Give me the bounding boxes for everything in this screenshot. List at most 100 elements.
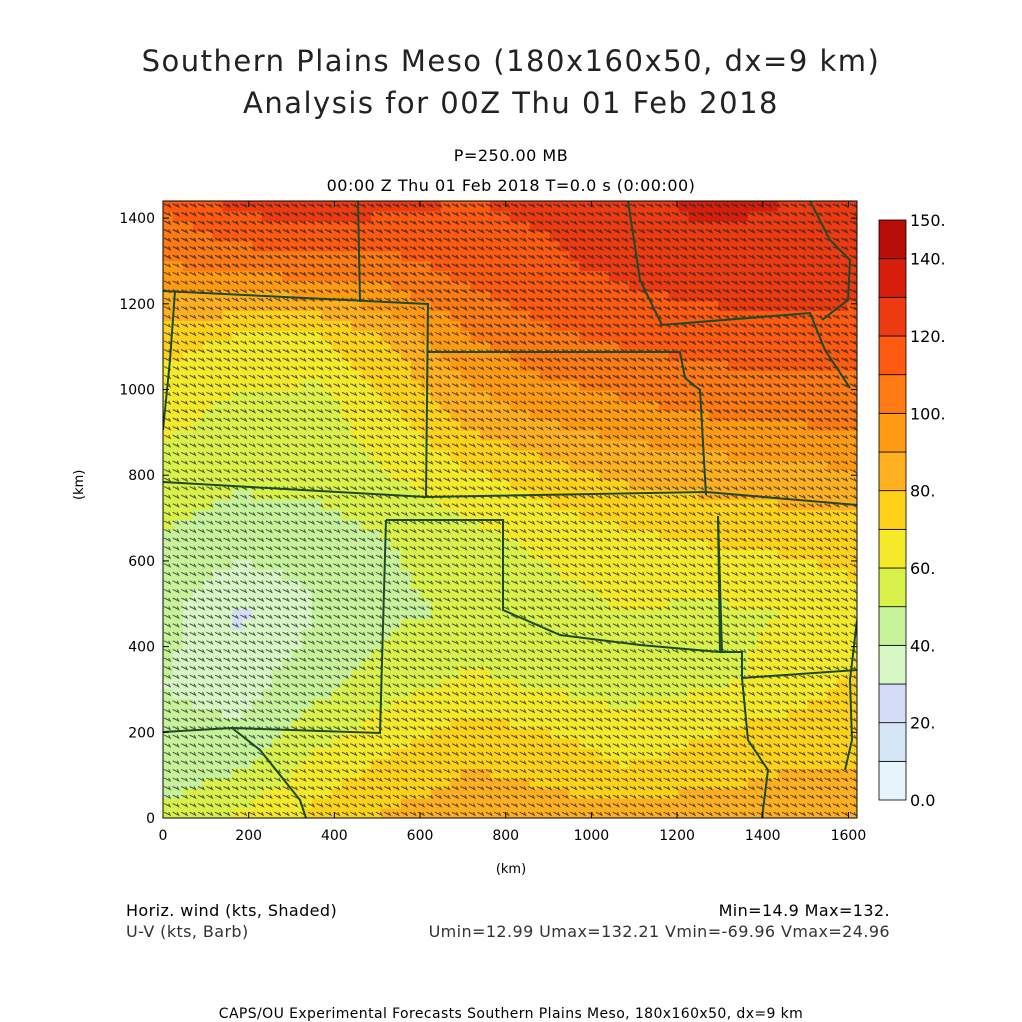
shade-cell [559,201,571,212]
shade-cell [440,628,452,640]
wind-barb [536,794,544,800]
shade-cell [202,270,214,282]
shade-cell [718,260,729,272]
shade-cell [420,390,432,401]
shade-cell [460,609,471,620]
shade-cell [163,330,174,341]
shade-cell [619,409,630,421]
wind-barb [510,777,519,783]
shade-cell [172,648,184,660]
shade-cell [192,230,204,242]
shade-cell [301,499,313,511]
wind-barb [502,794,510,800]
shade-cell [767,569,779,580]
shade-cell [510,479,521,491]
shade-cell [708,469,719,481]
shade-cell [807,330,818,341]
shade-cell [163,240,174,252]
wind-barb [637,803,646,808]
shade-cell [648,748,660,759]
shade-cell [529,718,541,730]
shade-cell [232,738,243,749]
shade-cell [708,668,719,680]
shade-cell [648,479,660,491]
shade-cell [440,390,452,401]
shade-cell [321,409,333,421]
shade-cell [222,290,233,302]
shade-cell [658,419,670,431]
shade-cell [728,290,739,302]
shade-cell [351,549,362,560]
shade-cell [192,618,204,630]
shade-cell [728,698,739,710]
shade-cell [450,400,462,411]
shade-cell [589,529,600,540]
shade-cell [163,419,174,431]
shade-cell [698,350,709,361]
wind-barb [832,777,840,783]
shade-cell [529,260,541,272]
shade-cell [847,360,857,371]
shade-cell [440,201,452,212]
shade-cell [619,668,630,680]
shade-cell [529,738,541,749]
shade-cell [500,409,511,421]
shade-cell [490,628,501,640]
shade-cell [291,668,303,680]
shade-cell [718,688,729,700]
shade-cell [738,798,749,809]
shade-cell [252,380,263,391]
shade-cell [777,768,789,779]
shade-cell [440,519,452,530]
shade-cell [410,589,422,600]
shade-cell [648,738,660,749]
shade-cell [757,439,769,451]
shade-cell [480,220,491,232]
shade-cell [192,449,204,461]
shade-cell [301,370,313,381]
shade-cell [232,409,243,421]
shade-cell [291,429,303,441]
shade-cell [728,529,739,540]
shade-cell [301,340,313,351]
shade-cell [619,758,630,769]
shade-cell [549,738,561,749]
wind-barb [824,751,832,757]
shade-cell [470,220,481,232]
wind-barb [426,751,434,757]
shade-cell [490,260,501,272]
shade-cell [658,648,670,660]
shade-cell [450,449,462,461]
shade-cell [232,360,243,371]
shade-cell [827,280,838,292]
shade-cell [767,479,779,491]
shade-cell [847,210,857,222]
shade-cell [668,449,680,461]
shade-cell [638,579,650,590]
shade-cell [579,499,590,511]
shade-cell [728,280,739,292]
shade-cell [480,678,491,690]
shade-cell [172,609,184,620]
shade-cell [490,459,501,471]
shade-cell [747,549,759,560]
wind-barb [688,803,697,808]
shade-cell [420,609,432,620]
shade-cell [648,638,660,650]
shade-cell [172,419,184,431]
shade-cell [678,489,690,501]
wind-barb [274,786,282,791]
shade-cell [272,549,283,560]
shade-cell [738,788,749,799]
shade-cell [539,280,551,292]
shade-cell [599,439,610,451]
shade-cell [301,409,313,421]
shade-cell [738,539,749,550]
shade-cell [797,280,809,292]
shade-cell [242,539,253,550]
wind-barb [172,786,180,791]
shade-cell [212,310,224,322]
shade-cell [609,260,620,272]
shade-cell [747,330,759,341]
shade-cell [500,459,511,471]
